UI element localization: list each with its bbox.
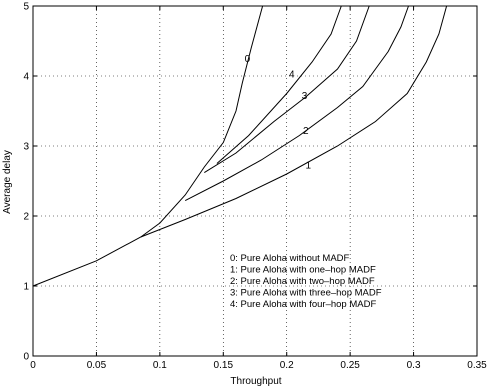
x-tick-label: 0.2 [280,360,294,371]
y-tick-label: 3 [23,142,29,153]
series-line-0 [32,5,264,287]
curve-label-1: 1 [305,160,311,171]
x-tick-label: 0.05 [87,360,107,371]
y-tick-label: 4 [23,72,29,83]
series-line-2 [184,5,409,202]
x-axis-label: Throughput [230,376,281,387]
y-tick-label: 1 [23,282,29,293]
curve-labels: 0 1 2 34 [245,54,312,171]
legend-entry: 2: Pure Aloha with two–hop MADF [230,276,375,287]
plot-frame [32,5,478,357]
legend-entry: 4: Pure Aloha with four–hop MADF [230,299,376,310]
series-line-1 [140,5,448,238]
curve-label-4: 4 [289,69,295,80]
x-tick-label: 0.1 [153,360,167,371]
x-tick-label: 0 [30,360,36,371]
x-tick-label: 0.15 [214,360,234,371]
legend-entry: 3: Pure Aloha with three–hop MADF [230,288,382,299]
legend-entry: 0: Pure Aloha without MADF [230,253,350,264]
curve-label-0: 0 [245,54,251,65]
y-axis-label: Average delay [2,150,13,214]
x-tick-label: 0.3 [407,360,421,371]
series-lines [32,5,448,287]
legend-entry: 1: Pure Aloha with one–hop MADF [230,265,376,276]
y-tick-label: 2 [23,212,29,223]
x-tick-label: 0.25 [340,360,360,371]
curve-label-3: 3 [302,91,308,102]
series-line-4 [216,5,342,164]
y-tick-label: 0 [23,352,29,363]
x-tick-label: 0.35 [467,360,487,371]
curve-label-2: 2 [303,126,309,137]
y-tick-label: 5 [23,2,29,13]
series-line-3 [204,5,370,174]
